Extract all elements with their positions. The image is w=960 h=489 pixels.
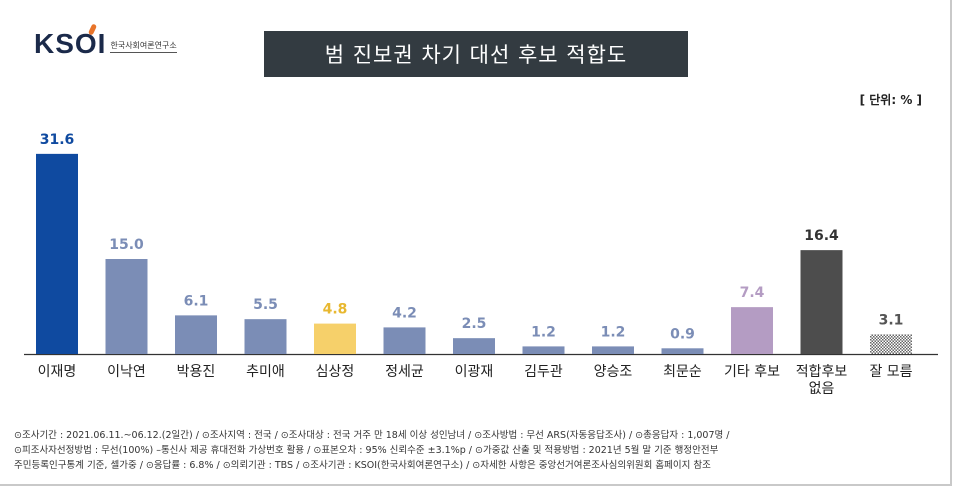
bar (244, 319, 287, 354)
data-label: 5.5 (253, 297, 278, 313)
data-label: 31.6 (40, 132, 75, 148)
category-label: 적합후보 (796, 364, 848, 380)
bar (36, 153, 78, 354)
bar-chart: 31.6 이재명 15.0 이낙연 6.1 박용진 5.5 추미애 4.8 심상정 4.2 정세균 2.… (24, 132, 938, 397)
data-label: 4.2 (392, 305, 417, 321)
category-label: 심상정 (316, 364, 355, 380)
data-label: 7.4 (740, 285, 765, 301)
survey-footnote: ⊙조사기간 : 2021.06.11.~06.12.(2일간) / ⊙조사지역 … (14, 428, 944, 473)
unit-label: [ 단위: % ] (859, 93, 922, 107)
data-label: 1.2 (601, 324, 626, 340)
data-label: 15.0 (109, 237, 144, 253)
ksoi-logo: KSOI 한국사회여론연구소 (34, 23, 177, 59)
footnote-line-2: ⊙피조사자선정방법 : 무선(100%) –통신사 제공 휴대전화 가상번호 활… (14, 445, 719, 456)
category-label: 김두관 (524, 364, 563, 380)
category-label: 최문순 (663, 364, 702, 380)
category-label: 이재명 (38, 364, 77, 380)
data-label: 4.8 (323, 302, 348, 318)
data-label: 2.5 (462, 316, 487, 332)
bar (800, 250, 843, 354)
category-label: 정세균 (385, 364, 424, 380)
bar (870, 334, 912, 354)
category-label: 잘 모름 (869, 364, 912, 380)
category-label: 박용진 (177, 364, 216, 380)
chart-title: 범 진보권 차기 대선 후보 적합도 (264, 31, 688, 77)
bar (105, 259, 148, 354)
bar (383, 327, 426, 354)
category-label: 추미애 (246, 364, 285, 380)
category-label: 없음 (809, 381, 835, 397)
bar (453, 338, 495, 354)
bar (175, 315, 217, 354)
bar (314, 323, 356, 354)
category-label: 이낙연 (107, 364, 146, 380)
category-label: 양승조 (594, 364, 633, 380)
category-label: 이광재 (455, 364, 494, 380)
data-label: 16.4 (804, 228, 839, 244)
data-label: 6.1 (184, 293, 209, 309)
category-label: 기타 후보 (724, 364, 780, 380)
bar (522, 346, 565, 354)
logo-mark: KSOI (34, 28, 107, 59)
footnote-line-1: ⊙조사기간 : 2021.06.11.~06.12.(2일간) / ⊙조사지역 … (14, 430, 730, 441)
bar (592, 346, 634, 354)
data-label: 3.1 (879, 312, 904, 328)
footnote-line-3: 주민등록인구통계 기준, 셀가중 / ⊙응답률 : 6.8% / ⊙의뢰기관 :… (14, 460, 711, 471)
bar (661, 348, 704, 354)
logo-subtitle: 한국사회여론연구소 (110, 40, 177, 53)
data-label: 0.9 (670, 326, 695, 342)
bar (731, 307, 773, 354)
data-label: 1.2 (531, 324, 556, 340)
